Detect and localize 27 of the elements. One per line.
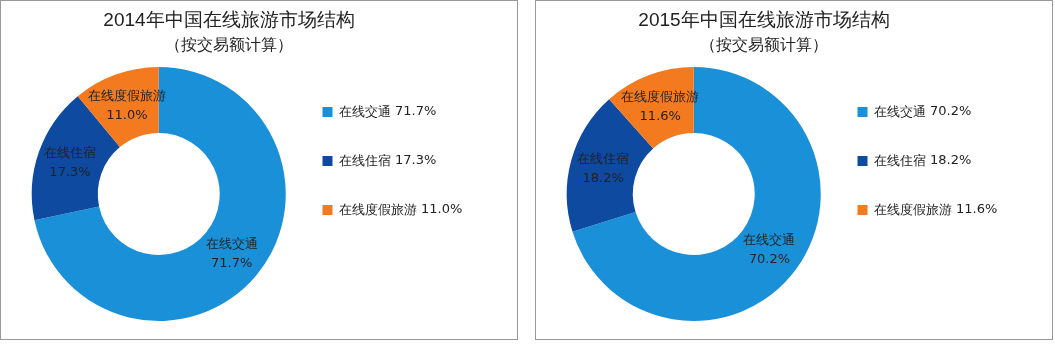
data-label: 71.7% <box>211 254 253 270</box>
text: 71.7% <box>395 103 437 119</box>
slice-label: 在线住宿 <box>44 145 97 161</box>
data-label: 11.0% <box>106 106 148 122</box>
chart-title: 2015年中国在线旅游市场结构 <box>638 8 890 30</box>
chart-title: 2014年中国在线旅游市场结构 <box>103 8 355 30</box>
legend-label: 在线交通 <box>339 103 391 119</box>
text: 18.2% <box>930 152 972 168</box>
slice-label: 在线住宿 <box>577 151 630 167</box>
text: 17.3% <box>395 152 437 168</box>
legend-label: 在线住宿 <box>339 152 391 168</box>
text: 11.0% <box>421 201 463 217</box>
legend-label: 在线住宿 <box>874 152 926 168</box>
slice-label: 在线度假旅游 <box>87 87 166 103</box>
text: 70.2% <box>930 103 972 119</box>
data-label: 17.3% <box>49 164 91 180</box>
data-label: 70.2% <box>748 251 791 267</box>
slice-label: 在线交通 <box>205 235 258 251</box>
legend-label: 在线度假旅游 <box>339 201 417 217</box>
slice-label: 在线交通 <box>743 232 796 248</box>
legend-label: 在线度假旅游 <box>874 201 952 217</box>
text: 11.6% <box>956 201 998 217</box>
chart-subtitle: （按交易额计算） <box>700 35 828 53</box>
data-label: 11.6% <box>639 107 681 123</box>
chart-subtitle: （按交易额计算） <box>165 35 293 53</box>
data-label: 18.2% <box>582 170 624 186</box>
legend-label: 在线交通 <box>874 103 926 119</box>
